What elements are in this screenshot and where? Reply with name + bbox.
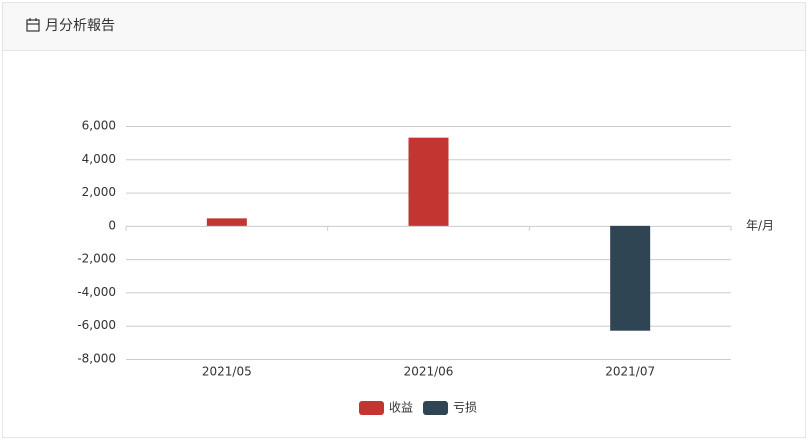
x-tick-label: 2021/07 xyxy=(605,365,655,379)
y-tick-label: -8,000 xyxy=(77,352,116,366)
y-tick-label: 2,000 xyxy=(82,185,116,199)
legend-swatch[interactable] xyxy=(359,401,384,415)
y-tick-label: 4,000 xyxy=(82,152,116,166)
legend-swatch[interactable] xyxy=(423,401,449,415)
panel-header xyxy=(3,3,805,50)
y-tick-label: -6,000 xyxy=(77,318,116,332)
bar[interactable] xyxy=(408,137,449,226)
panel-title: 月分析報告 xyxy=(45,18,115,34)
bar[interactable] xyxy=(610,225,651,331)
x-axis-label: 年/月 xyxy=(746,218,774,232)
y-tick-label: -2,000 xyxy=(77,252,116,266)
x-tick-label: 2021/05 xyxy=(202,365,252,379)
y-tick-label: 0 xyxy=(108,218,116,232)
legend-label[interactable]: 亏损 xyxy=(453,401,477,415)
y-tick-label: 6,000 xyxy=(82,119,116,133)
legend-label[interactable]: 收益 xyxy=(389,401,413,415)
bar[interactable] xyxy=(206,218,247,226)
x-tick-label: 2021/06 xyxy=(404,365,454,379)
y-tick-label: -4,000 xyxy=(77,285,116,299)
calendar-icon xyxy=(26,18,40,32)
